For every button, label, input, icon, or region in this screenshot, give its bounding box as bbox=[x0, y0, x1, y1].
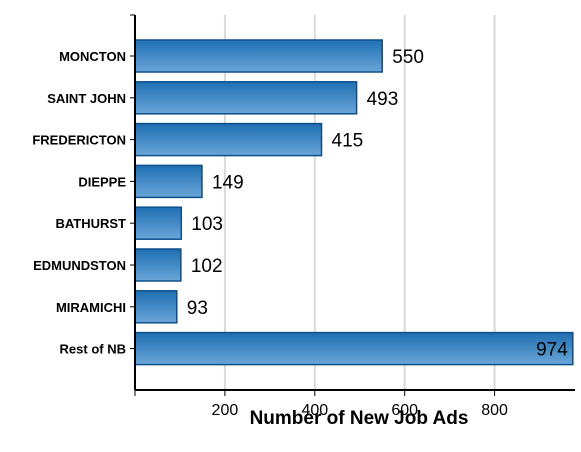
value-label: 103 bbox=[191, 214, 223, 235]
x-tick-label: 600 bbox=[391, 402, 418, 419]
category-label: DIEPPE bbox=[78, 174, 126, 189]
value-label: 974 bbox=[536, 340, 568, 361]
x-tick-label: 800 bbox=[481, 402, 508, 419]
category-label: Rest of NB bbox=[60, 342, 126, 357]
value-label: 493 bbox=[367, 89, 399, 110]
x-tick-label: 200 bbox=[212, 402, 239, 419]
category-label: BATHURST bbox=[55, 216, 126, 231]
labels: 200 400 600 800 MONCTON 550 SAINT JOHN 493 FREDE… bbox=[32, 47, 568, 419]
bar bbox=[134, 331, 574, 366]
value-label: 93 bbox=[187, 298, 208, 319]
bar bbox=[134, 39, 383, 73]
value-label: 149 bbox=[212, 172, 244, 193]
value-label: 550 bbox=[392, 47, 424, 68]
value-label: 102 bbox=[191, 256, 223, 277]
bar bbox=[134, 290, 178, 324]
bars bbox=[134, 39, 574, 366]
bar bbox=[134, 81, 358, 115]
bar bbox=[134, 164, 203, 199]
axes bbox=[130, 14, 575, 396]
category-label: MIRAMICHI bbox=[56, 300, 126, 315]
category-label: SAINT JOHN bbox=[47, 91, 126, 106]
bar bbox=[134, 206, 183, 240]
grid-lines bbox=[223, 15, 496, 390]
category-label: FREDERICTON bbox=[32, 133, 126, 148]
bar bbox=[134, 122, 323, 157]
x-axis-title: Number of New Job Ads bbox=[250, 408, 469, 429]
category-label: MONCTON bbox=[59, 49, 126, 64]
bar bbox=[134, 248, 182, 282]
category-label: EDMUNDSTON bbox=[33, 258, 126, 273]
value-label: 415 bbox=[332, 131, 364, 152]
x-tick-label: 400 bbox=[301, 402, 328, 419]
